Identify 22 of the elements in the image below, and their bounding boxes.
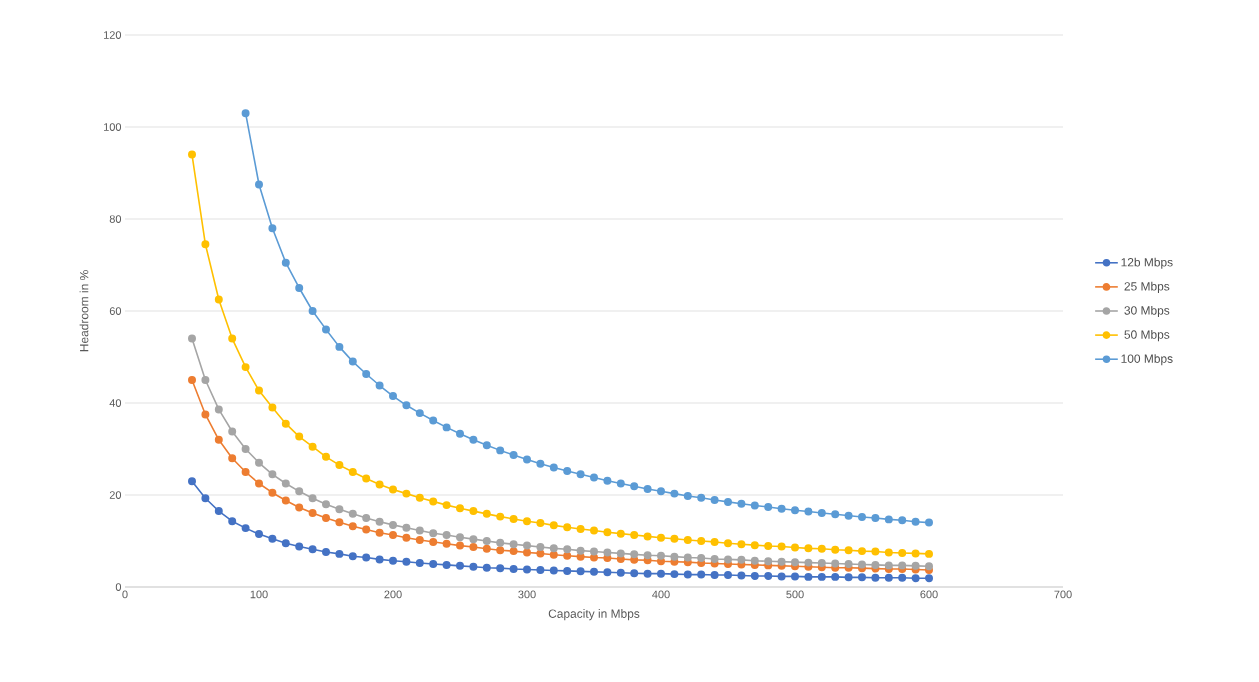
- x-tick-label: 300: [518, 590, 536, 599]
- y-tick-label: 20: [109, 491, 122, 499]
- x-tick-label: 500: [786, 590, 804, 599]
- x-tick-label: 400: [652, 590, 670, 599]
- x-tick-label: 0: [122, 590, 128, 599]
- x-tick-label: 100: [250, 590, 268, 599]
- legend-label: 25 Mbps: [1124, 281, 1170, 293]
- y-tick-label: 120: [104, 31, 122, 39]
- y-axis-title: Headroom in %: [79, 270, 89, 352]
- x-tick-label: 600: [920, 590, 938, 599]
- legend-label: 50 Mbps: [1124, 330, 1170, 342]
- x-axis-title: Capacity in Mbps: [548, 609, 640, 621]
- y-tick-label: 60: [109, 307, 122, 315]
- legend-label: 12b Mbps: [1121, 257, 1173, 269]
- legend-label: 30 Mbps: [1124, 305, 1170, 318]
- y-tick-label: 80: [109, 215, 122, 223]
- y-tick-label: 100: [104, 123, 122, 131]
- x-tick-label: 200: [384, 590, 402, 599]
- y-tick-label: 40: [109, 399, 122, 407]
- legend-label: 100 Mbps: [1121, 354, 1173, 366]
- x-tick-label: 700: [1054, 590, 1072, 599]
- y-tick-label: 0: [115, 583, 122, 591]
